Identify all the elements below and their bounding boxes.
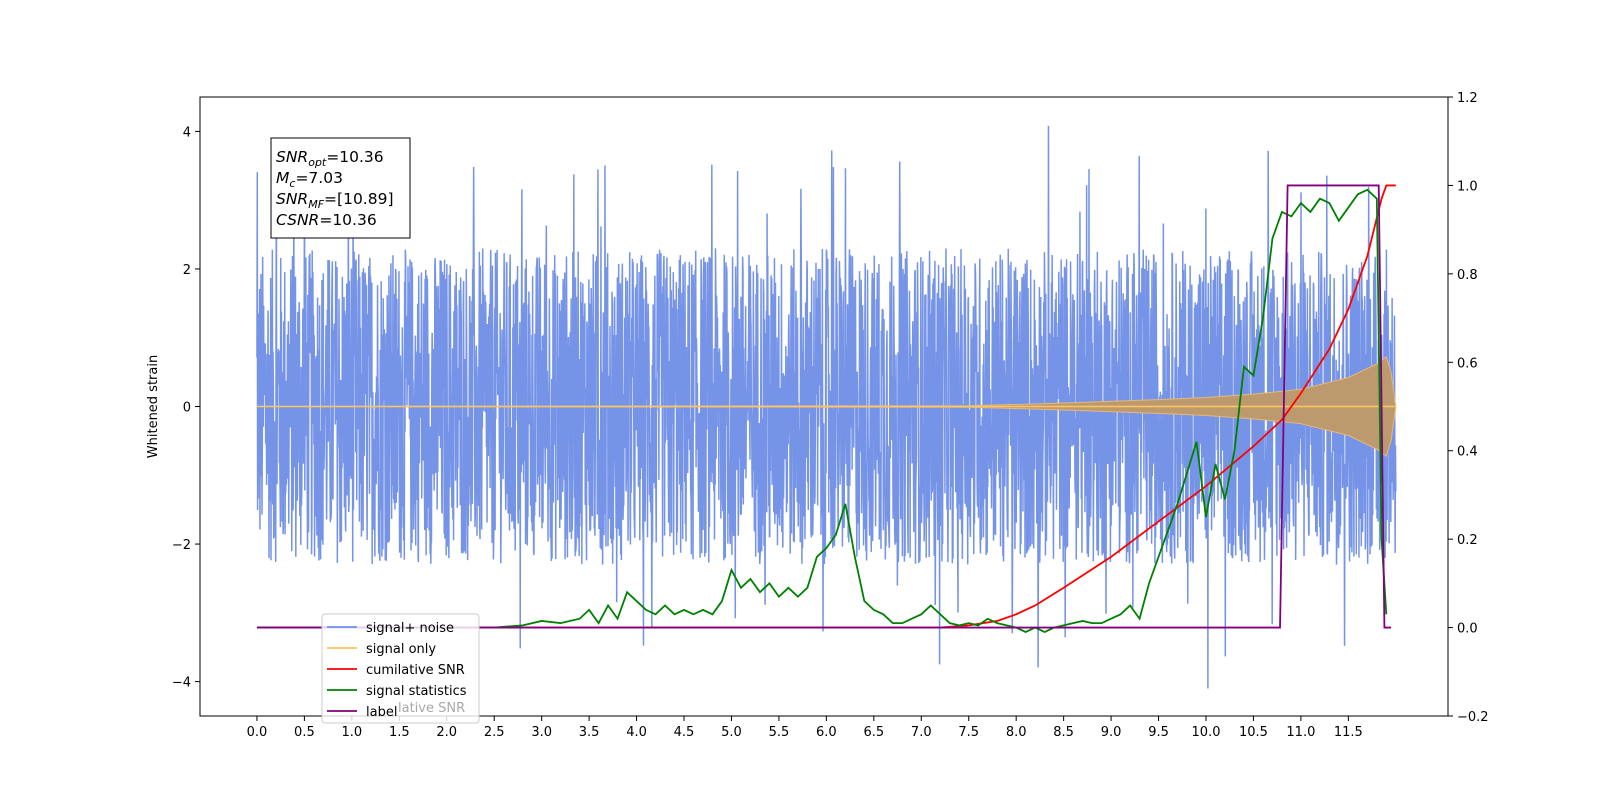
legend-label: signal+ noise (366, 621, 454, 636)
x-tick-label: 1.5 (389, 725, 410, 740)
series-layer (256, 125, 1397, 689)
legend-label: cumilative SNR (366, 663, 465, 678)
x-tick-label: 2.5 (484, 725, 505, 740)
y-right-tick-label: 0.0 (1457, 622, 1478, 637)
x-tick-label: 5.5 (769, 725, 790, 740)
x-tick-label: 10.0 (1192, 725, 1221, 740)
legend-label: signal only (366, 642, 436, 657)
x-tick-label: 5.0 (721, 725, 742, 740)
annotation-line: CSNR=10.36 (276, 211, 377, 229)
annotation-line: SNRMF=[10.89] (276, 190, 394, 211)
x-tick-label: 0.5 (294, 725, 315, 740)
y-axis-left: −4 −2 0 2 4 (172, 125, 200, 691)
y-right-tick-label: 1.0 (1457, 179, 1478, 194)
x-tick-label: 3.0 (531, 725, 552, 740)
x-tick-label: 7.5 (958, 725, 979, 740)
y-right-tick-label: 0.8 (1457, 268, 1478, 283)
y-axis-label: Whitened strain (146, 355, 161, 458)
y-tick-label: 4 (183, 125, 191, 140)
x-tick-label: 9.0 (1101, 725, 1122, 740)
y-right-tick-label: 0.4 (1457, 445, 1478, 460)
annotation-line: Mc=7.03 (276, 169, 343, 190)
x-tick-label: 7.0 (911, 725, 932, 740)
y-right-tick-label: −0.2 (1457, 710, 1489, 725)
legend-overlap-text: lative SNR (398, 701, 465, 716)
y-tick-label: 0 (183, 401, 191, 416)
x-tick-label: 6.0 (816, 725, 837, 740)
x-tick-label: 4.5 (674, 725, 695, 740)
annotation-line: SNRopt=10.36 (276, 148, 384, 169)
x-tick-label: 3.5 (579, 725, 600, 740)
y-right-tick-label: 0.2 (1457, 533, 1478, 548)
series-label-line (256, 184, 1392, 629)
y-axis-right: −0.2 0.0 0.2 0.4 0.6 0.8 1.0 1.2 (1448, 91, 1489, 725)
x-tick-label: 8.5 (1053, 725, 1074, 740)
legend-frame (321, 613, 480, 724)
annotation-box: SNRopt=10.36Mc=7.03SNRMF=[10.89]CSNR=10.… (270, 137, 411, 239)
x-tick-label: 10.5 (1239, 725, 1268, 740)
series-signal-noise-line (256, 125, 1397, 689)
series-signal-statistics-line (256, 188, 1388, 633)
x-tick-label: 2.0 (436, 725, 457, 740)
legend: signal+ noise signal only cumilative SNR si… (321, 613, 480, 724)
y-right-tick-label: 1.2 (1457, 91, 1478, 106)
y-right-tick-label: 0.6 (1457, 356, 1478, 371)
x-tick-label: 0.0 (247, 725, 268, 740)
legend-label: label (366, 705, 397, 720)
y-tick-label: 2 (183, 263, 191, 278)
x-tick-label: 11.5 (1334, 725, 1363, 740)
x-tick-label: 11.0 (1286, 725, 1315, 740)
x-tick-label: 8.0 (1006, 725, 1027, 740)
x-tick-label: 6.5 (863, 725, 884, 740)
y-tick-label: −2 (172, 538, 191, 553)
legend-label: signal statistics (366, 684, 467, 699)
annotation-frame (270, 137, 411, 239)
x-tick-label: 9.5 (1148, 725, 1169, 740)
x-tick-label: 1.0 (342, 725, 363, 740)
x-axis: 0.0 0.5 1.0 1.5 2.0 2.5 3.0 3.5 4.0 4.5 5.0 5.5 6.0 6… (247, 716, 1363, 740)
y-tick-label: −4 (172, 676, 191, 691)
x-tick-label: 4.0 (626, 725, 647, 740)
